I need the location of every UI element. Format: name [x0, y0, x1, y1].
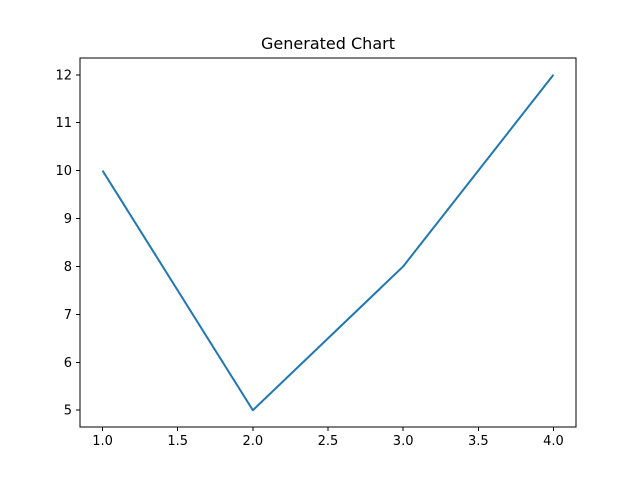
series-layer [101, 74, 555, 412]
y-tick-label: 9 [64, 212, 72, 227]
plot-frame [79, 57, 577, 428]
y-tick-label: 6 [64, 356, 72, 371]
y-tick-label: 8 [64, 260, 72, 275]
y-tick-label: 12 [55, 68, 72, 83]
series-line-0 [101, 74, 555, 412]
x-tick-label: 2.0 [243, 434, 264, 449]
x-tick-label: 3.5 [468, 434, 489, 449]
x-axis-ticks: 1.0 1.5 2.0 2.5 3.0 3.5 4.0 [92, 427, 564, 449]
x-tick-label: 3.0 [393, 434, 414, 449]
y-tick-label: 7 [64, 308, 72, 323]
y-tick-label: 11 [55, 116, 72, 131]
chart-title: Generated Chart [261, 34, 395, 53]
x-tick-label: 1.0 [92, 434, 113, 449]
y-tick-label: 10 [55, 164, 72, 179]
x-tick-label: 1.5 [167, 434, 188, 449]
x-tick-label: 2.5 [318, 434, 339, 449]
x-tick-label: 4.0 [543, 434, 564, 449]
y-tick-label: 5 [64, 404, 72, 419]
y-axis-ticks: 5 6 7 8 9 10 11 12 [55, 68, 80, 419]
